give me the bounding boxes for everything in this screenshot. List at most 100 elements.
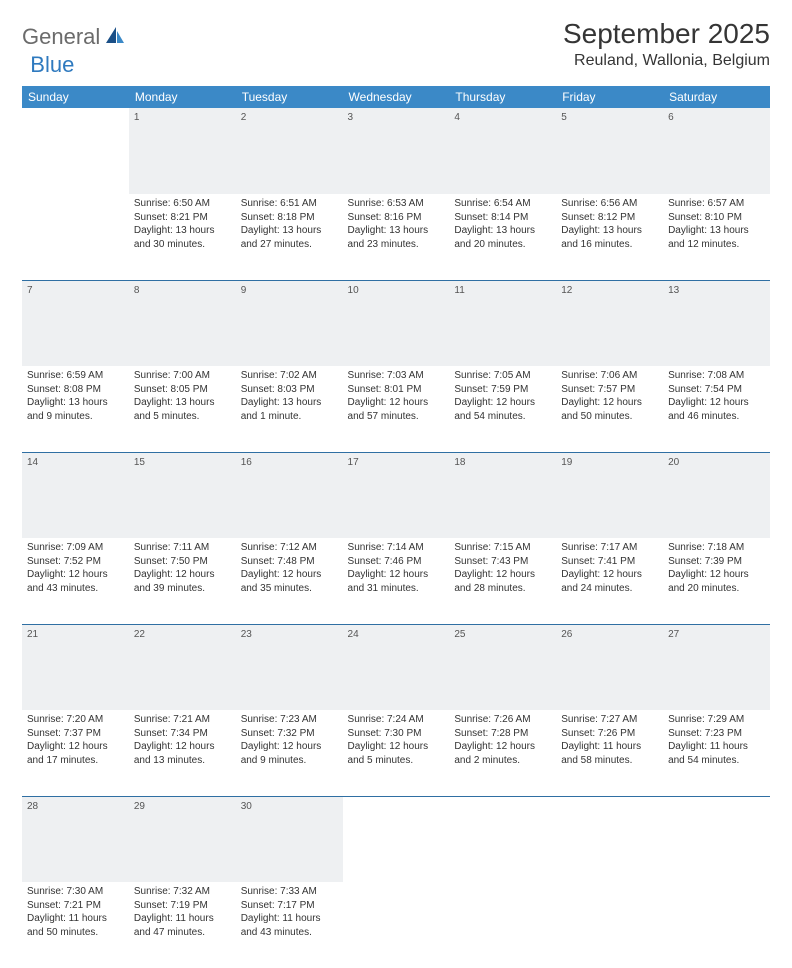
day2-text: and 12 minutes. [668, 238, 765, 252]
day1-text: Daylight: 11 hours [668, 740, 765, 754]
day-number: 20 [663, 452, 770, 538]
day-cell: Sunrise: 7:17 AMSunset: 7:41 PMDaylight:… [556, 538, 663, 624]
day1-text: Daylight: 12 hours [27, 740, 124, 754]
day1-text: Daylight: 11 hours [27, 912, 124, 926]
day-cell: Sunrise: 7:20 AMSunset: 7:37 PMDaylight:… [22, 710, 129, 796]
col-friday: Friday [556, 86, 663, 108]
col-saturday: Saturday [663, 86, 770, 108]
logo-sail-icon [104, 25, 126, 50]
day-cell [343, 882, 450, 968]
day-cell [556, 882, 663, 968]
sunset-text: Sunset: 8:16 PM [348, 211, 445, 225]
day2-text: and 2 minutes. [454, 754, 551, 768]
day-cell [663, 882, 770, 968]
sunset-text: Sunset: 7:39 PM [668, 555, 765, 569]
day1-text: Daylight: 13 hours [348, 224, 445, 238]
day-number: 4 [449, 108, 556, 194]
day-cell: Sunrise: 7:09 AMSunset: 7:52 PMDaylight:… [22, 538, 129, 624]
daynum-row: 14151617181920 [22, 452, 770, 538]
day1-text: Daylight: 12 hours [348, 740, 445, 754]
day1-text: Daylight: 13 hours [134, 224, 231, 238]
sunset-text: Sunset: 8:21 PM [134, 211, 231, 225]
day2-text: and 27 minutes. [241, 238, 338, 252]
day1-text: Daylight: 12 hours [27, 568, 124, 582]
sunrise-text: Sunrise: 7:05 AM [454, 369, 551, 383]
week-row: Sunrise: 7:30 AMSunset: 7:21 PMDaylight:… [22, 882, 770, 968]
day-cell: Sunrise: 7:32 AMSunset: 7:19 PMDaylight:… [129, 882, 236, 968]
day2-text: and 1 minute. [241, 410, 338, 424]
sunrise-text: Sunrise: 7:15 AM [454, 541, 551, 555]
day2-text: and 31 minutes. [348, 582, 445, 596]
sunset-text: Sunset: 7:48 PM [241, 555, 338, 569]
sunset-text: Sunset: 7:17 PM [241, 899, 338, 913]
sunrise-text: Sunrise: 7:06 AM [561, 369, 658, 383]
day2-text: and 47 minutes. [134, 926, 231, 940]
day-number: 10 [343, 280, 450, 366]
logo-text-blue: Blue [30, 52, 74, 78]
sunrise-text: Sunrise: 6:50 AM [134, 197, 231, 211]
day-cell: Sunrise: 7:14 AMSunset: 7:46 PMDaylight:… [343, 538, 450, 624]
day2-text: and 58 minutes. [561, 754, 658, 768]
day2-text: and 13 minutes. [134, 754, 231, 768]
day-cell: Sunrise: 7:02 AMSunset: 8:03 PMDaylight:… [236, 366, 343, 452]
sunrise-text: Sunrise: 7:09 AM [27, 541, 124, 555]
day-cell: Sunrise: 6:56 AMSunset: 8:12 PMDaylight:… [556, 194, 663, 280]
day-cell: Sunrise: 7:26 AMSunset: 7:28 PMDaylight:… [449, 710, 556, 796]
day-number [449, 796, 556, 882]
daynum-row: 78910111213 [22, 280, 770, 366]
sunset-text: Sunset: 7:32 PM [241, 727, 338, 741]
day-number: 27 [663, 624, 770, 710]
sunrise-text: Sunrise: 7:03 AM [348, 369, 445, 383]
day-number: 18 [449, 452, 556, 538]
day1-text: Daylight: 12 hours [241, 740, 338, 754]
day1-text: Daylight: 12 hours [348, 568, 445, 582]
logo: General [22, 24, 128, 50]
sunset-text: Sunset: 7:52 PM [27, 555, 124, 569]
day2-text: and 5 minutes. [348, 754, 445, 768]
sunset-text: Sunset: 8:08 PM [27, 383, 124, 397]
day-number: 1 [129, 108, 236, 194]
day1-text: Daylight: 12 hours [668, 568, 765, 582]
week-row: Sunrise: 7:20 AMSunset: 7:37 PMDaylight:… [22, 710, 770, 796]
day2-text: and 17 minutes. [27, 754, 124, 768]
day2-text: and 20 minutes. [454, 238, 551, 252]
day2-text: and 54 minutes. [454, 410, 551, 424]
day-number: 19 [556, 452, 663, 538]
sunrise-text: Sunrise: 7:27 AM [561, 713, 658, 727]
day-number: 13 [663, 280, 770, 366]
day-number: 24 [343, 624, 450, 710]
sunrise-text: Sunrise: 7:12 AM [241, 541, 338, 555]
day1-text: Daylight: 11 hours [561, 740, 658, 754]
day-cell: Sunrise: 7:21 AMSunset: 7:34 PMDaylight:… [129, 710, 236, 796]
sunrise-text: Sunrise: 7:33 AM [241, 885, 338, 899]
sunrise-text: Sunrise: 7:02 AM [241, 369, 338, 383]
day1-text: Daylight: 13 hours [241, 224, 338, 238]
day2-text: and 50 minutes. [561, 410, 658, 424]
daynum-row: 123456 [22, 108, 770, 194]
day2-text: and 46 minutes. [668, 410, 765, 424]
logo-text-general: General [22, 24, 100, 50]
sunset-text: Sunset: 7:30 PM [348, 727, 445, 741]
day2-text: and 5 minutes. [134, 410, 231, 424]
day-header-row: Sunday Monday Tuesday Wednesday Thursday… [22, 86, 770, 108]
sunrise-text: Sunrise: 7:32 AM [134, 885, 231, 899]
day-cell: Sunrise: 7:12 AMSunset: 7:48 PMDaylight:… [236, 538, 343, 624]
day-number: 29 [129, 796, 236, 882]
day2-text: and 24 minutes. [561, 582, 658, 596]
day2-text: and 54 minutes. [668, 754, 765, 768]
day-number: 2 [236, 108, 343, 194]
day2-text: and 20 minutes. [668, 582, 765, 596]
day-cell: Sunrise: 7:29 AMSunset: 7:23 PMDaylight:… [663, 710, 770, 796]
sunset-text: Sunset: 8:12 PM [561, 211, 658, 225]
day1-text: Daylight: 12 hours [561, 568, 658, 582]
day2-text: and 50 minutes. [27, 926, 124, 940]
sunset-text: Sunset: 7:50 PM [134, 555, 231, 569]
sunset-text: Sunset: 8:10 PM [668, 211, 765, 225]
day-number: 28 [22, 796, 129, 882]
day1-text: Daylight: 13 hours [454, 224, 551, 238]
day-cell [449, 882, 556, 968]
col-tuesday: Tuesday [236, 86, 343, 108]
sunrise-text: Sunrise: 6:56 AM [561, 197, 658, 211]
day-number: 11 [449, 280, 556, 366]
day-cell: Sunrise: 7:18 AMSunset: 7:39 PMDaylight:… [663, 538, 770, 624]
